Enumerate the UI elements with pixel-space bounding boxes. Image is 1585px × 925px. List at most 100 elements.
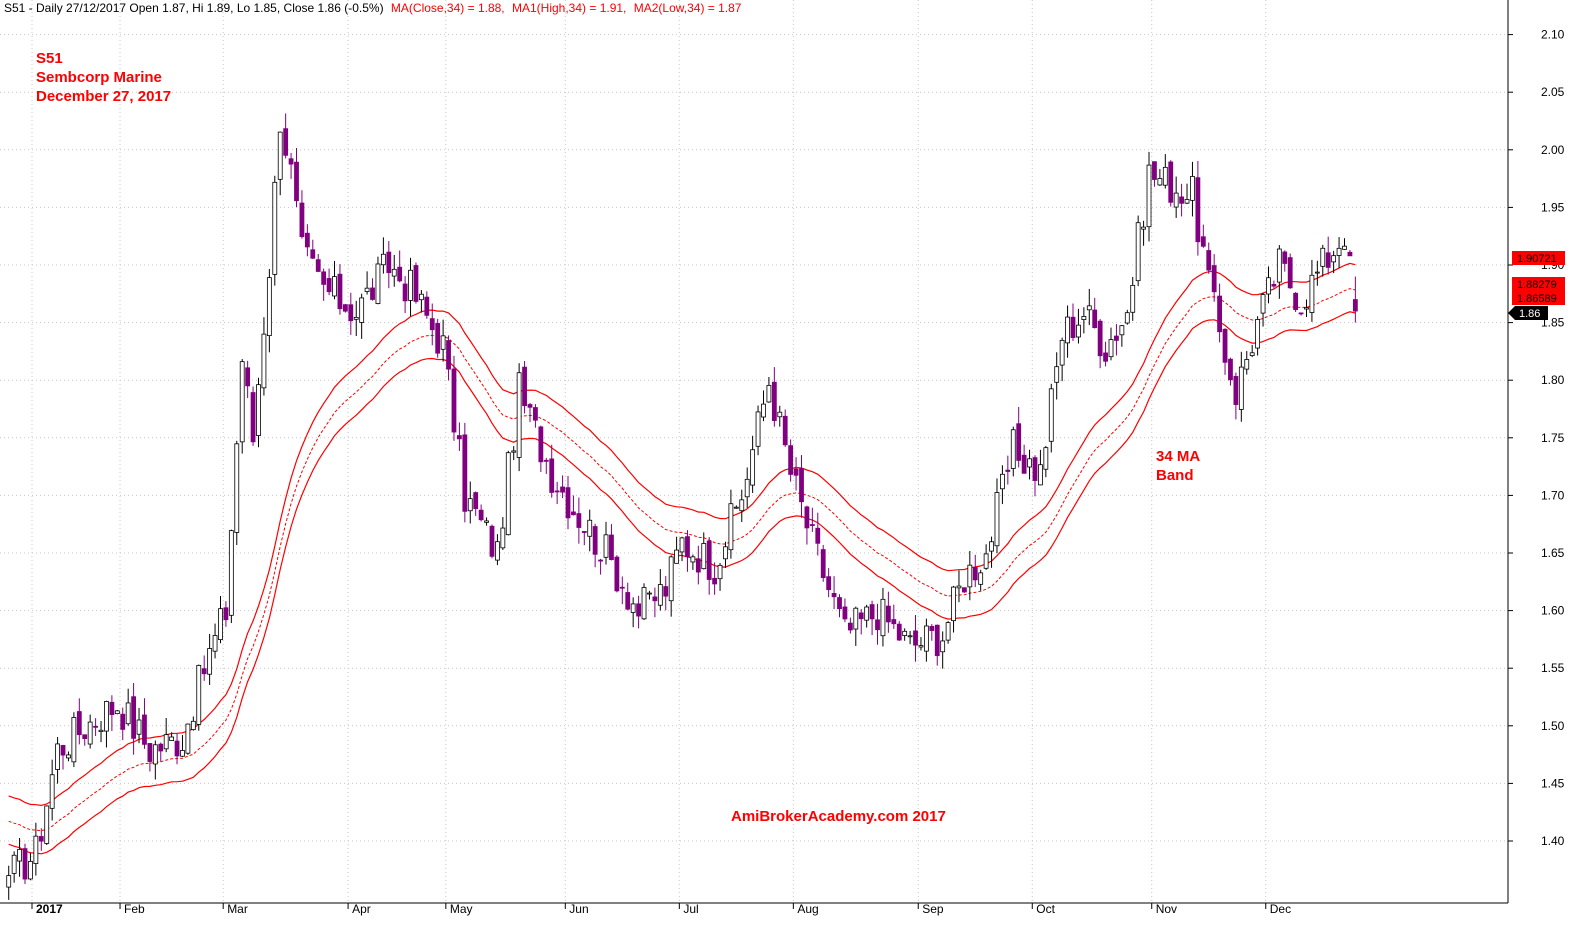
candle-up [755, 411, 761, 447]
candle-down [581, 531, 587, 533]
candle-down [109, 701, 115, 715]
badge-ma-high-text: 1.90721 [1517, 253, 1557, 265]
candle-down [1217, 295, 1223, 333]
header-ma2: MA2(Low,34) = 1.87 [634, 1, 742, 15]
candle-up [484, 520, 489, 523]
candle-up [440, 335, 446, 350]
y-tick-label: 1.60 [1541, 604, 1565, 618]
candle-down [1298, 312, 1304, 315]
candle-down [245, 367, 251, 387]
candle-up [1130, 284, 1136, 313]
candle-up [1190, 176, 1195, 201]
candle-up [228, 530, 234, 616]
y-tick-label: 2.00 [1541, 143, 1565, 157]
candle-up [1141, 226, 1146, 230]
candle-up [750, 449, 756, 486]
candle-down [782, 415, 788, 446]
candle-down [1293, 292, 1299, 311]
candle-up [66, 754, 71, 759]
badge-ma-low-text: 1.86589 [1517, 293, 1557, 305]
candle-up [1184, 199, 1190, 204]
candle-down [1325, 252, 1331, 268]
candle-down [288, 158, 294, 165]
candle-down [1152, 161, 1157, 180]
candle-down [223, 607, 229, 621]
candle-up [266, 277, 272, 337]
candle-down [457, 435, 462, 440]
candle-up [657, 584, 663, 606]
candle-up [391, 268, 397, 277]
candle-down [685, 536, 690, 558]
candle-up [28, 860, 33, 880]
candle-up [1336, 247, 1342, 256]
candle-down [527, 404, 533, 408]
candle-up [1309, 274, 1315, 313]
candle-up [277, 131, 283, 180]
candle-down [478, 509, 484, 521]
candle-up [1314, 271, 1320, 274]
candle-down [304, 232, 310, 248]
candle-down [1271, 284, 1277, 287]
candle-down [283, 128, 289, 156]
candle-up [33, 835, 39, 865]
candle-up [1276, 248, 1282, 283]
candle-up [1010, 429, 1016, 469]
candle-down [934, 624, 940, 657]
candle-up [907, 635, 913, 638]
candle-up [239, 361, 245, 443]
candle-down [826, 576, 832, 591]
candle-down [429, 318, 435, 331]
x-tick-label: Nov [1156, 902, 1177, 916]
candle-down [1206, 250, 1212, 271]
candle-down [473, 492, 479, 510]
candle-up [1059, 339, 1065, 366]
badge-ma-close: 1.88279 [1512, 277, 1565, 291]
candle-down [522, 366, 527, 407]
annotation-band-line2: Band [1156, 467, 1194, 484]
candle-down [1103, 352, 1108, 362]
candle-down [413, 265, 419, 302]
candle-down [131, 696, 137, 739]
candle-up [1038, 464, 1043, 486]
annotation-date: December 27, 2017 [36, 88, 171, 105]
candle-down [831, 593, 837, 598]
candle-up [674, 549, 680, 564]
candle-down [598, 559, 603, 562]
y-tick-label: 1.80 [1541, 373, 1565, 387]
candle-down [820, 549, 826, 579]
candle-down [1211, 265, 1217, 293]
candle-up [1043, 447, 1049, 470]
candle-up [983, 553, 989, 569]
candle-up [603, 534, 609, 558]
x-tick-label: Jul [683, 902, 698, 916]
y-axis: 1.401.451.501.551.601.651.701.751.801.85… [1508, 28, 1565, 848]
candles [6, 113, 1358, 900]
candle-down [1233, 376, 1239, 405]
candle-up [125, 702, 131, 725]
candle-up [196, 665, 202, 725]
candle-down [1347, 251, 1353, 257]
candle-up [690, 556, 696, 563]
candle-up [989, 541, 994, 552]
candle-down [929, 626, 935, 631]
candle-up [744, 478, 750, 498]
badge-last-close-text: 1.86 [1519, 308, 1540, 320]
candle-down [1200, 236, 1206, 247]
candle-up [495, 541, 500, 561]
candle-up [1255, 319, 1261, 349]
x-tick-label: 2017 [36, 902, 63, 916]
candle-down [174, 740, 180, 757]
annotation-band-line1: 34 MA [1156, 448, 1200, 465]
candle-up [728, 503, 734, 551]
candle-down [1032, 457, 1038, 481]
candle-down [554, 490, 560, 493]
candle-up [1065, 316, 1070, 344]
candle-down [1092, 309, 1098, 329]
candle-up [11, 854, 17, 874]
candle-down [842, 606, 848, 620]
candle-up [668, 556, 674, 602]
candle-down [1222, 328, 1228, 363]
candle-down [76, 711, 82, 736]
candle-down [815, 527, 821, 544]
candle-up [1027, 458, 1032, 468]
